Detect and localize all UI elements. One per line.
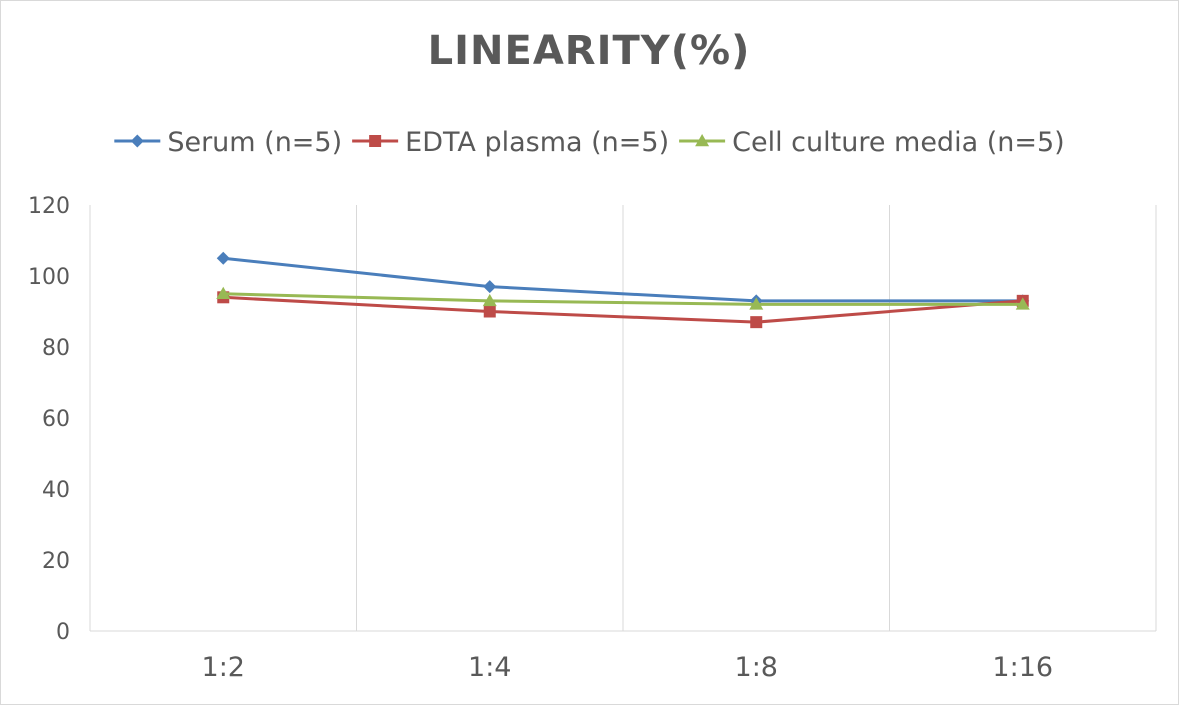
y-tick-label: 20 [42, 549, 70, 574]
data-point [749, 297, 764, 310]
legend-label: Serum (n=5) [167, 127, 342, 158]
x-axis: 1:2 1:4 1:8 1:16 [202, 652, 1054, 683]
y-tick-label: 100 [28, 265, 70, 290]
gridlines [89, 205, 1157, 632]
series-line [223, 295, 1023, 324]
data-point [483, 305, 496, 318]
x-tick-label: 1:2 [202, 652, 245, 683]
x-tick-label: 1:4 [468, 652, 511, 683]
legend-label: EDTA plasma (n=5) [405, 127, 669, 158]
series-line [223, 256, 1023, 303]
data-point [216, 286, 231, 299]
y-tick-label: 60 [42, 407, 70, 432]
y-tick-label: 120 [28, 194, 70, 219]
data-point [369, 135, 382, 147]
y-axis: 0 20 40 60 80 100 120 [28, 194, 70, 645]
series-layer [216, 251, 1030, 329]
x-tick-label: 1:16 [992, 652, 1053, 683]
series-line [223, 292, 1023, 306]
legend-item: Serum (n=5) [114, 127, 342, 158]
legend-item: EDTA plasma (n=5) [352, 127, 669, 158]
legend-label: Cell culture media (n=5) [732, 127, 1065, 158]
data-point [695, 134, 710, 147]
x-tick-label: 1:8 [735, 652, 778, 683]
chart-title: LINEARITY(%) [428, 28, 751, 74]
series [216, 286, 1030, 310]
data-point [750, 316, 763, 329]
y-tick-label: 80 [42, 336, 70, 361]
y-tick-label: 0 [56, 620, 70, 645]
data-point [130, 134, 144, 148]
data-point [483, 280, 497, 294]
data-point [482, 293, 497, 307]
legend-item: Cell culture media (n=5) [679, 127, 1065, 158]
legend: Serum (n=5) EDTA plasma (n=5) Cell culture… [114, 127, 1065, 158]
data-point [216, 251, 230, 265]
y-tick-label: 40 [42, 478, 70, 503]
data-point [1015, 297, 1030, 310]
